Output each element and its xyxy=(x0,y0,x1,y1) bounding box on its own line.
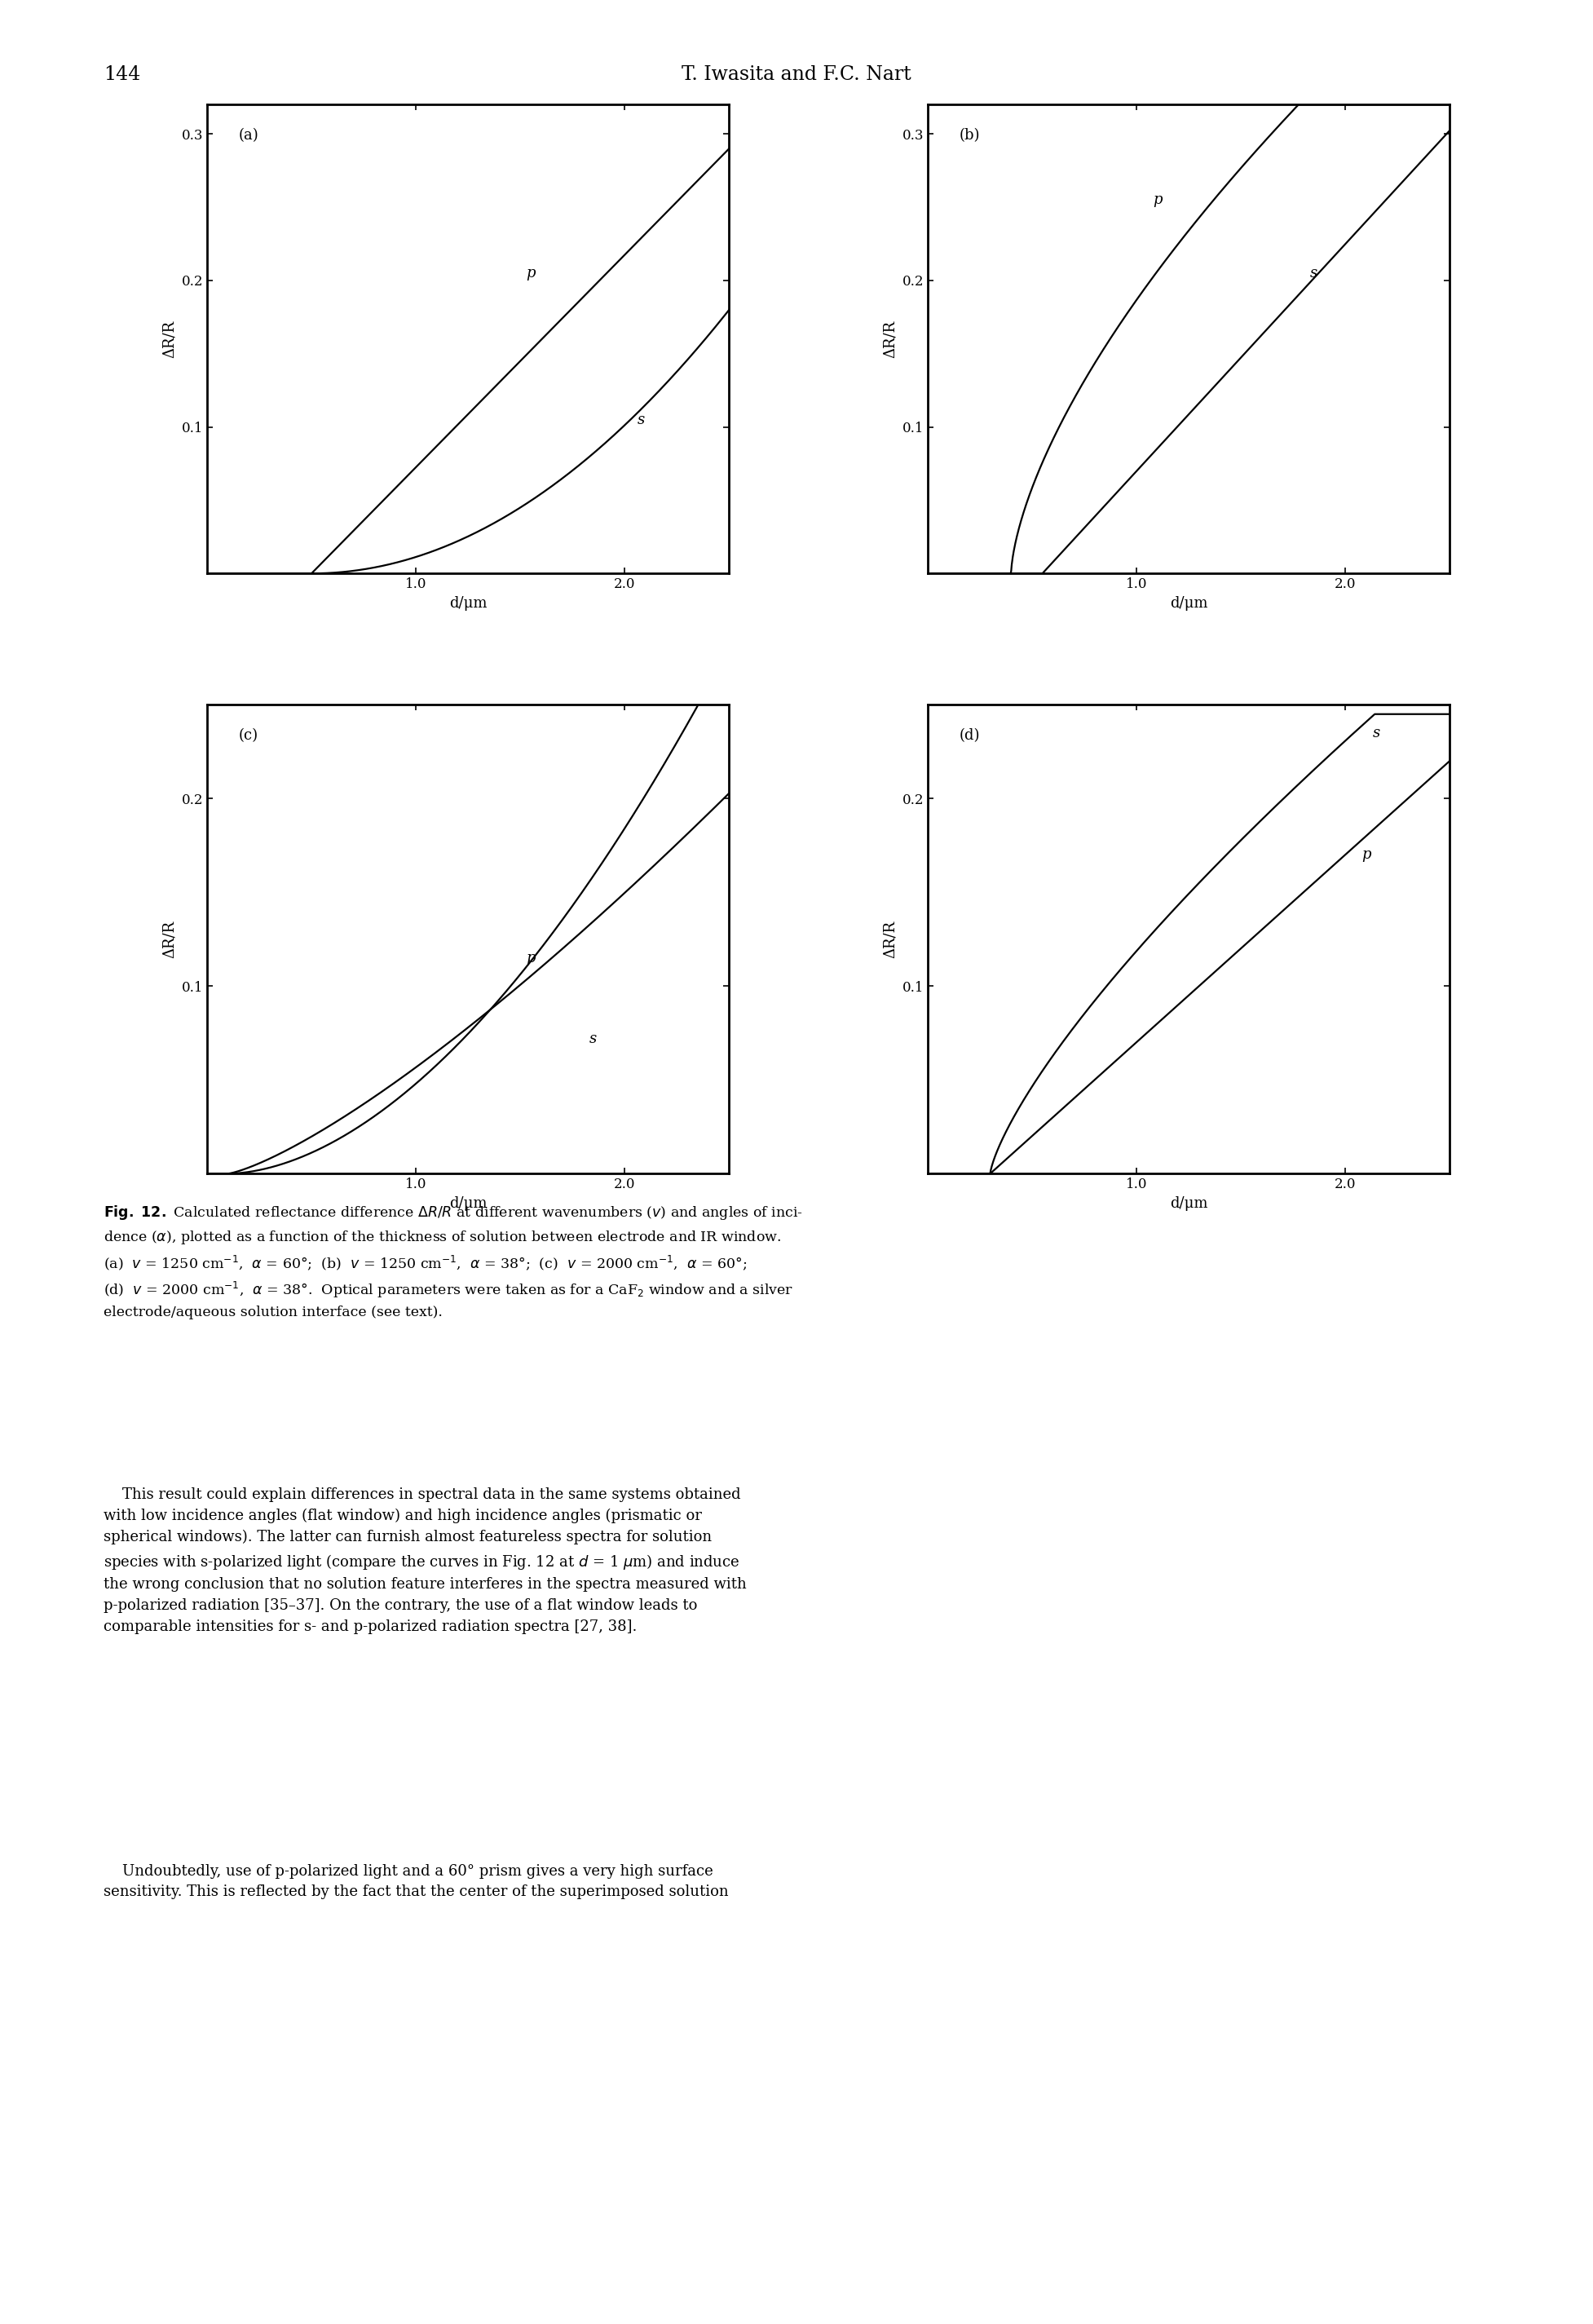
Text: Undoubtedly, use of p-polarized light and a 60° prism gives a very high surface
: Undoubtedly, use of p-polarized light an… xyxy=(104,1864,728,1899)
X-axis label: d/μm: d/μm xyxy=(449,595,487,611)
Y-axis label: ΔR/R: ΔR/R xyxy=(162,321,177,358)
Text: (a): (a) xyxy=(239,128,258,142)
Text: (c): (c) xyxy=(239,727,258,744)
Text: p: p xyxy=(1362,848,1372,862)
Text: s: s xyxy=(1309,265,1317,281)
Text: p: p xyxy=(526,265,535,281)
X-axis label: d/μm: d/μm xyxy=(1169,1197,1207,1211)
Text: s: s xyxy=(1373,725,1380,741)
X-axis label: d/μm: d/μm xyxy=(449,1197,487,1211)
Text: 144: 144 xyxy=(104,65,140,84)
Text: p: p xyxy=(1153,193,1161,207)
Text: (d): (d) xyxy=(959,727,980,744)
Y-axis label: ΔR/R: ΔR/R xyxy=(883,920,897,957)
Text: This result could explain differences in spectral data in the same systems obtai: This result could explain differences in… xyxy=(104,1487,747,1634)
Text: s: s xyxy=(637,411,645,428)
Text: s: s xyxy=(589,1032,597,1046)
Text: T. Iwasita and F.C. Nart: T. Iwasita and F.C. Nart xyxy=(682,65,911,84)
Text: (b): (b) xyxy=(959,128,980,142)
Text: p: p xyxy=(526,951,535,964)
X-axis label: d/μm: d/μm xyxy=(1169,595,1207,611)
Y-axis label: ΔR/R: ΔR/R xyxy=(883,321,897,358)
Y-axis label: ΔR/R: ΔR/R xyxy=(162,920,177,957)
Text: $\mathbf{Fig.\ 12.}$ Calculated reflectance difference $\Delta R/R$ at different: $\mathbf{Fig.\ 12.}$ Calculated reflecta… xyxy=(104,1204,803,1320)
